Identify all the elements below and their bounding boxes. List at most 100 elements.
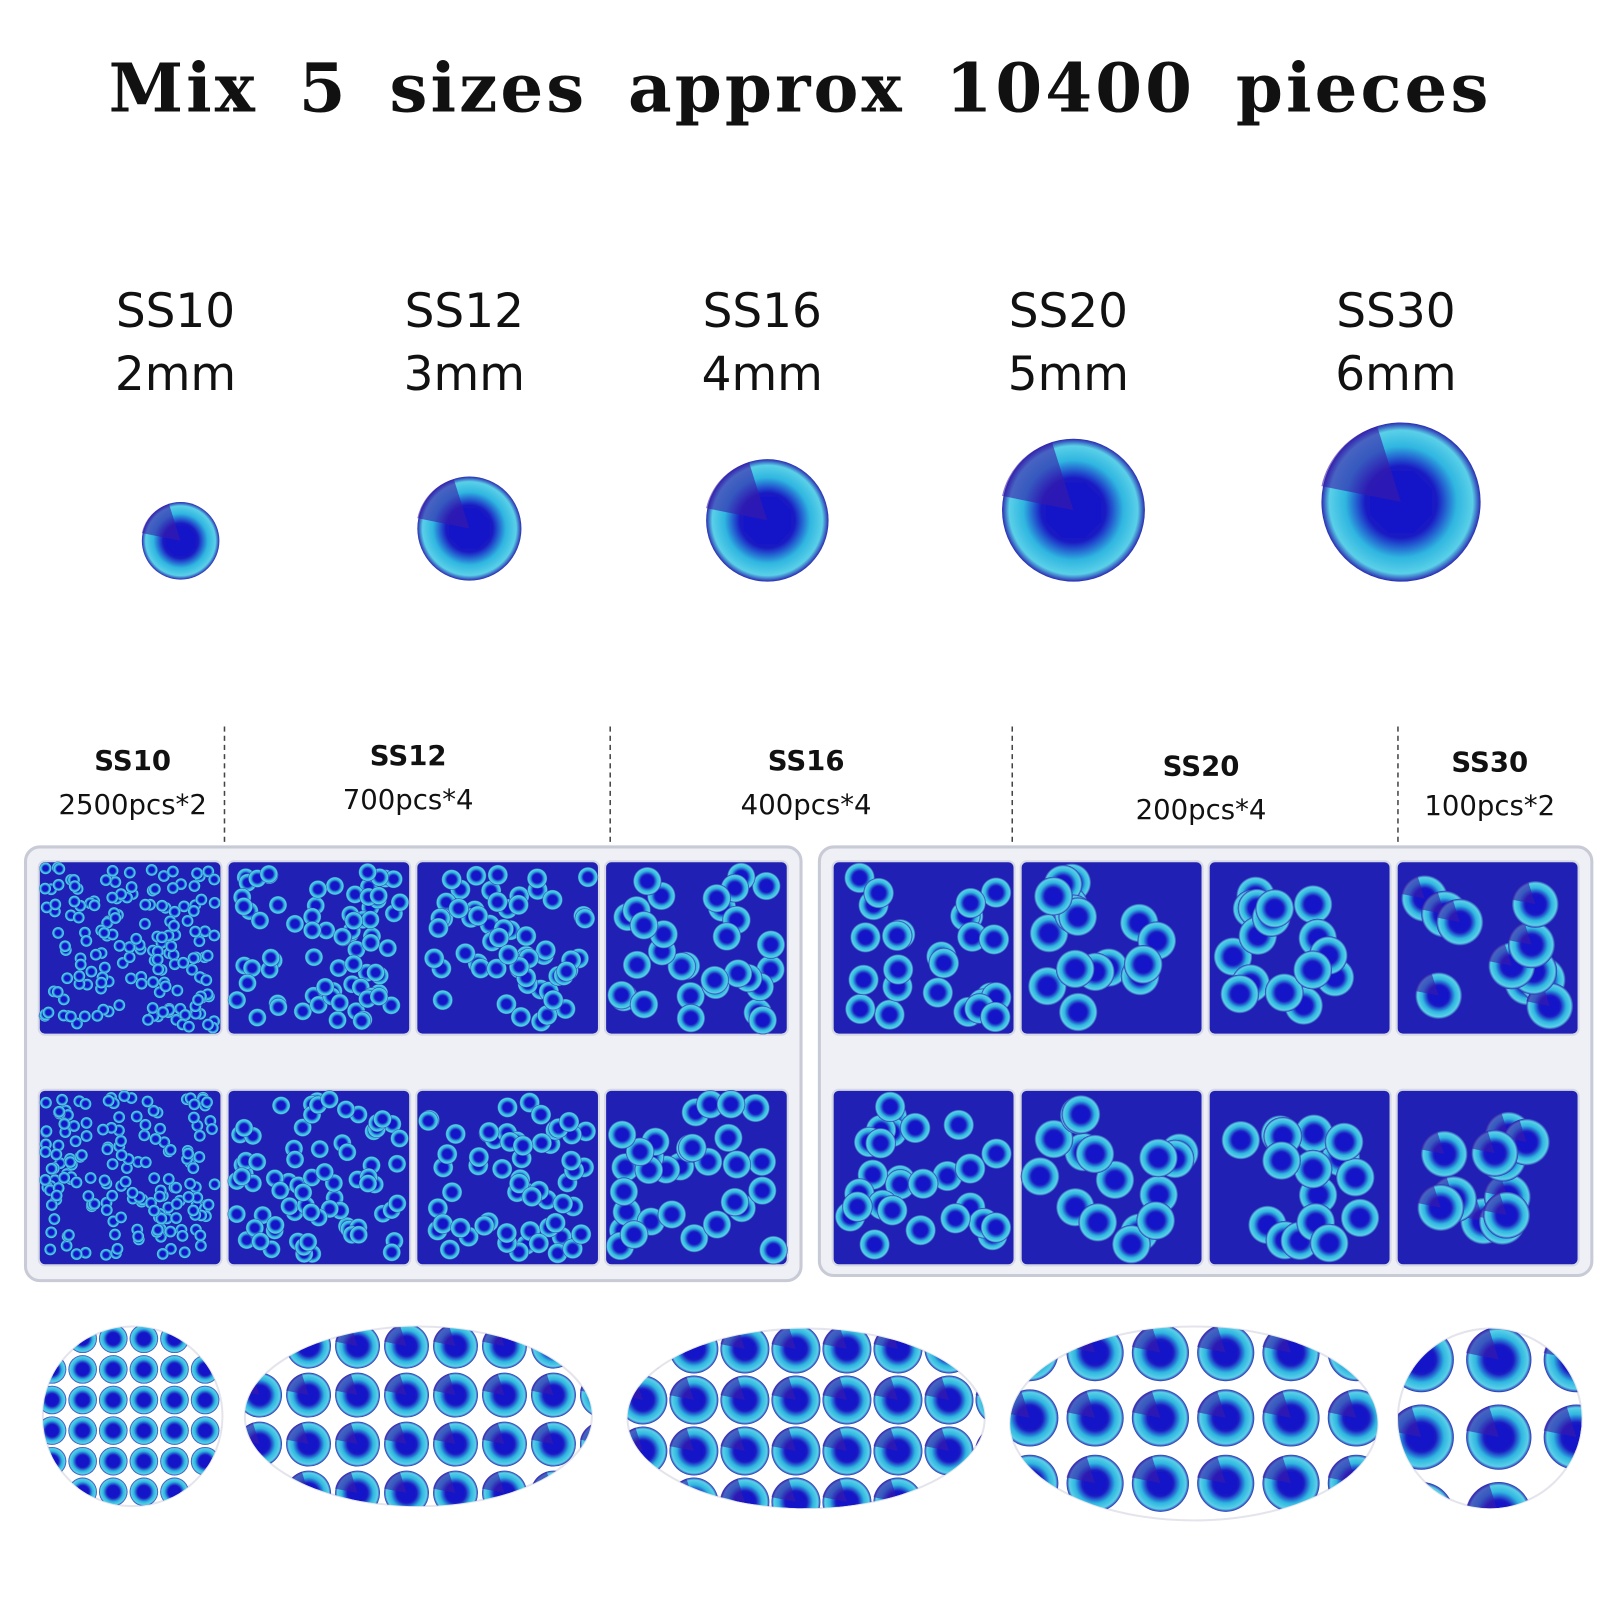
- gem-table: [372, 968, 380, 977]
- gem-facet: [771, 1427, 796, 1452]
- gem-table: [66, 1232, 72, 1238]
- gem-facet: [1436, 899, 1460, 923]
- gem-table: [390, 1237, 398, 1245]
- oval-frame: [41, 1325, 224, 1508]
- gem: [141, 1013, 155, 1026]
- pack-count: 700pcs*4: [343, 784, 474, 816]
- gem-table: [308, 926, 316, 934]
- gem-table: [990, 1442, 1009, 1461]
- gem: [676, 981, 705, 1011]
- gem-table: [128, 976, 134, 981]
- gem: [1466, 1482, 1532, 1509]
- gem: [580, 1372, 592, 1418]
- gem: [146, 1001, 159, 1015]
- gem-facet: [822, 1427, 847, 1452]
- gem-table: [534, 1239, 543, 1248]
- gem-table: [454, 904, 463, 913]
- gem-table: [44, 905, 50, 910]
- gem-facet: [1397, 1328, 1422, 1360]
- gem-table: [230, 1456, 241, 1467]
- gem-table: [594, 1484, 611, 1501]
- gem-table: [93, 952, 99, 958]
- gem: [130, 1110, 143, 1123]
- gem-table: [314, 1101, 322, 1109]
- gem: [73, 970, 86, 983]
- gem: [293, 1183, 313, 1202]
- gem-table: [1149, 933, 1165, 949]
- gem: [924, 1328, 974, 1374]
- gem-table: [989, 1011, 1002, 1023]
- gem-facet: [384, 1471, 407, 1494]
- gem-table: [472, 871, 481, 880]
- gem-table: [136, 1194, 142, 1200]
- gem-facet: [531, 1422, 554, 1445]
- gem: [269, 997, 288, 1017]
- gem-table: [354, 1110, 363, 1119]
- gem: [200, 974, 213, 987]
- gem: [78, 1010, 91, 1023]
- gem: [166, 881, 180, 895]
- gem-table: [46, 1425, 58, 1437]
- gem-table: [357, 983, 365, 991]
- gem-facet: [1397, 1406, 1422, 1438]
- gem: [423, 948, 445, 969]
- gem: [720, 1187, 750, 1217]
- size-mm: 6mm: [1335, 347, 1456, 402]
- gem-table: [492, 964, 501, 973]
- gem: [80, 1129, 93, 1143]
- gem: [882, 954, 914, 985]
- gem-table: [321, 983, 329, 991]
- gem: [388, 1194, 407, 1213]
- gem-table: [439, 1163, 448, 1172]
- gem: [1327, 1454, 1378, 1512]
- gem-body: [1262, 1519, 1320, 1521]
- gem-facet: [580, 1471, 592, 1494]
- gem-table: [396, 898, 404, 906]
- gem: [167, 919, 181, 932]
- gem-table: [82, 1013, 88, 1019]
- gem-table: [442, 898, 451, 907]
- gem-table: [171, 923, 177, 929]
- gem-table: [1046, 1131, 1062, 1147]
- gem: [166, 865, 179, 878]
- gem: [335, 1470, 380, 1507]
- gem-table: [178, 881, 184, 887]
- gem: [873, 1328, 923, 1374]
- gem: [716, 1090, 746, 1119]
- gem-facet: [1197, 1326, 1226, 1353]
- gem: [1436, 898, 1484, 946]
- gem: [106, 1189, 119, 1202]
- gem: [183, 1177, 197, 1190]
- gem-table: [161, 873, 167, 879]
- gem-table: [350, 960, 358, 968]
- gem: [873, 1375, 923, 1425]
- gem-facet: [1483, 1192, 1507, 1216]
- gem: [629, 990, 659, 1019]
- gem: [384, 1470, 429, 1507]
- gem-table: [98, 980, 104, 985]
- gem-table: [49, 1166, 54, 1172]
- gem-table: [202, 928, 208, 934]
- gem: [193, 935, 206, 948]
- gem-table: [102, 965, 108, 970]
- gem: [433, 1372, 478, 1418]
- gem-body: [190, 1326, 220, 1354]
- gem-table: [988, 933, 1000, 946]
- gem: [574, 908, 596, 929]
- gem-table: [117, 943, 122, 949]
- gem: [496, 1222, 517, 1244]
- gem-table: [74, 1251, 79, 1257]
- gem-table: [299, 1188, 307, 1196]
- gem: [358, 863, 377, 882]
- gem: [531, 1470, 576, 1507]
- gem-table: [543, 1011, 552, 1020]
- size-mm: 4mm: [702, 347, 823, 402]
- gem-table: [367, 1161, 376, 1169]
- gem: [1508, 921, 1556, 969]
- gem-table: [112, 915, 118, 921]
- gem-facet: [771, 1328, 796, 1349]
- gem-table: [190, 1165, 196, 1171]
- gem-table: [367, 939, 375, 947]
- gem: [194, 1239, 207, 1252]
- gem-table: [1087, 1146, 1103, 1162]
